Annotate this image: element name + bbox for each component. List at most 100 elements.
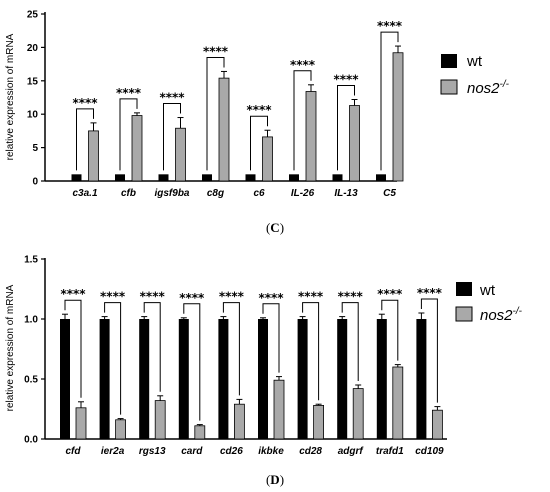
panel-d-significance-bracket: [183, 303, 201, 421]
panel-d-bar-wt: [60, 319, 70, 439]
panel-c-y-tick-label: 20: [27, 43, 39, 54]
panel-c-significance-bracket: [293, 70, 312, 171]
panel-d-significance-bracket: [302, 302, 320, 401]
panel-c-significance-bracket: [119, 98, 138, 171]
panel-c-bar-wt: [158, 174, 169, 181]
panel-d-x-tick-label: rgs13: [139, 446, 166, 457]
panel-c-significance-stars: ****: [203, 44, 229, 58]
panel-c-bar-nos2: [218, 77, 230, 182]
panel-d-bar-wt: [258, 319, 268, 439]
panel-c-close-paren: ): [280, 220, 284, 235]
panel-c-bar-wt: [71, 174, 82, 181]
panel-d-y-axis-label: relative expression of mRNA: [5, 284, 16, 411]
panel-c-legend-nos2-base: nos2: [467, 80, 500, 97]
panel-d-bar-wt: [376, 319, 387, 439]
panel-d-x-tick-label: card: [181, 446, 203, 457]
panel-c-bar-wt: [115, 174, 125, 181]
panel-c-bar-nos2: [131, 115, 143, 182]
panel-d-significance-bracket: [64, 299, 82, 398]
panel-d-bar-nos2: [233, 403, 245, 440]
panel-d-label: (D): [266, 472, 284, 487]
panel-d-y-tick-label: 1.0: [24, 315, 38, 326]
panel-d-significance-stars: ****: [298, 290, 324, 304]
panel-c-x-tick-label: igsf9ba: [154, 188, 189, 199]
panel-c-x-tick-label: c6: [253, 188, 265, 199]
panel-c-y-tick-label: 10: [27, 110, 39, 121]
panel-c-y-tick-label: 25: [27, 10, 39, 21]
panel-c-x-tick-label: c3a.1: [72, 188, 97, 199]
panel-d-significance-stars: ****: [338, 290, 364, 304]
panel-d-significance-stars: ****: [60, 287, 86, 301]
panel-c-bar-wt: [202, 174, 212, 181]
panel-d-bar-nos2: [75, 407, 87, 440]
panel-c-bar-nos2: [175, 127, 186, 182]
panel-c-x-tick-label: cfb: [121, 188, 136, 199]
panel-d-bar-wt: [139, 319, 150, 439]
panel-d-bar-wt: [297, 319, 308, 439]
panel-c-bar-wt: [245, 174, 256, 181]
panel-c-legend-nos2-sup: -/-: [500, 79, 510, 90]
panel-c-legend: wt nos2-/-: [440, 53, 510, 97]
panel-c-legend-wt-swatch: [441, 54, 457, 68]
panel-c-bar-nos2: [305, 91, 317, 182]
panel-d-significance-bracket: [222, 302, 240, 396]
panel-c-bar-nos2: [392, 52, 404, 182]
panel-d-bar-wt: [99, 319, 110, 439]
panel-d-bar-wt: [337, 319, 348, 439]
panel-c-significance-stars: ****: [72, 96, 98, 110]
panel-d-legend-nos2-label: nos2-/-: [480, 306, 523, 324]
panel-d-bar-nos2: [431, 409, 443, 440]
panel-d-y-tick-label: 1.5: [24, 255, 38, 266]
panel-d-y-tick-label: 0.0: [24, 435, 38, 446]
panel-c-legend-nos2-label: nos2-/-: [467, 79, 510, 97]
panel-c-bar-wt: [289, 174, 299, 181]
panel-c-bar-nos2: [88, 130, 99, 182]
panel-c-y-tick-label: 5: [32, 143, 38, 154]
panel-d-bar-wt: [218, 319, 229, 439]
panel-d-bar-nos2: [273, 379, 285, 440]
panel-d-x-tick-label: cd109: [415, 446, 444, 457]
panel-d-x-tick-label: cfd: [66, 446, 82, 457]
panel-c-significance-bracket: [337, 85, 355, 171]
panel-d-legend-wt-label: wt: [479, 282, 496, 299]
panel-c-y-axis-label: relative expression of mRNA: [5, 33, 16, 160]
panel-c-y-tick-label: 0: [32, 177, 38, 188]
panel-d-x-tick-label: cd28: [299, 446, 322, 457]
panel-d-bar-nos2: [313, 404, 325, 440]
panel-d-x-tick-label: cd26: [220, 446, 243, 457]
panel-c-significance-stars: ****: [159, 91, 185, 105]
panel-d-x-tick-label: trafd1: [376, 446, 404, 457]
panel-c-significance-stars: ****: [116, 86, 142, 100]
panel-d-significance-stars: ****: [100, 290, 126, 304]
panel-c-significance-bracket: [380, 31, 399, 171]
panel-d-significance-stars: ****: [219, 290, 245, 304]
panel-d-bar-wt: [416, 319, 427, 439]
panel-c-significance-stars: ****: [246, 103, 272, 117]
panel-d-significance-bracket: [341, 302, 359, 381]
panel-d-significance-bracket: [143, 302, 161, 392]
panel-d-legend-wt-swatch: [456, 282, 472, 296]
panel-d-bar-nos2: [154, 400, 166, 440]
panel-c-letter: C: [270, 220, 279, 235]
panel-d-significance-stars: ****: [417, 286, 443, 300]
panel-c-significance-bracket: [163, 103, 181, 171]
panel-c-bar-nos2: [262, 136, 273, 182]
panel-d-legend-nos2-swatch: [455, 306, 473, 322]
panel-d-significance-bracket: [420, 298, 438, 403]
panel-d-letter: D: [270, 472, 279, 487]
panel-d-bar-nos2: [392, 366, 404, 440]
panel-c-significance-stars: ****: [377, 19, 403, 33]
panel-c-open-paren: (: [266, 220, 270, 235]
panel-d-significance-stars: ****: [258, 291, 284, 305]
panel-d-significance-bracket: [262, 303, 280, 373]
panel-d-significance-bracket: [381, 299, 399, 361]
panel-c-chart: relative expression of mRNA 0 5 10 15 20 25 c…: [5, 10, 404, 199]
panel-d-bar-nos2: [194, 425, 206, 440]
panel-d-legend: wt nos2-/-: [455, 282, 523, 324]
panel-c-significance-bracket: [76, 108, 94, 171]
panel-c-bar-nos2: [349, 105, 360, 182]
panel-d-open-paren: (: [266, 472, 270, 487]
panel-c-x-tick-label: IL-26: [291, 188, 315, 199]
panel-c-significance-bracket: [250, 115, 268, 171]
